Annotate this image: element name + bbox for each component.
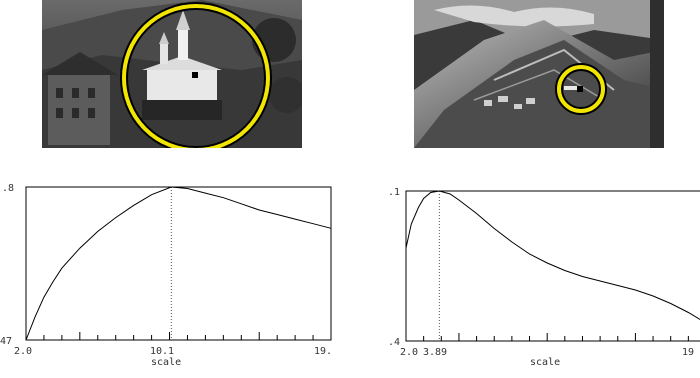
x-ticks — [405, 333, 689, 341]
plot-frame — [25, 186, 332, 341]
x-tick-peak: 3.89 — [423, 347, 447, 358]
chart-left: .8 47 2.0 10.1 19. scale — [0, 178, 340, 374]
photo-right-mountains — [414, 0, 664, 148]
x-tick-start: 2.0 — [14, 346, 32, 357]
y-tick-top: .1 — [388, 187, 400, 198]
chart-right: .1 .4 2.0 3.89 19 scale — [380, 178, 700, 374]
y-tick-bottom: .4 — [388, 337, 400, 348]
chart-left-svg: .8 47 2.0 10.1 19. scale — [0, 183, 332, 368]
mountain-image — [414, 0, 664, 148]
highlight-ring — [122, 4, 270, 148]
photo-left-church — [42, 0, 302, 148]
series-curve — [405, 190, 700, 321]
plot-frame — [405, 190, 700, 342]
x-tick-peak: 10.1 — [150, 346, 174, 357]
highlight-ring-small — [557, 65, 605, 113]
chart-right-svg: .1 .4 2.0 3.89 19 scale — [388, 187, 700, 368]
y-tick-bottom: 47 — [0, 336, 12, 347]
center-marker — [192, 72, 198, 78]
x-axis-label: scale — [151, 357, 181, 368]
x-tick-start: 2.0 — [400, 347, 418, 358]
series-curve — [25, 186, 332, 341]
center-marker-small — [577, 86, 583, 92]
y-tick-top: .8 — [2, 183, 14, 194]
church-image — [42, 0, 302, 148]
x-tick-end: 19. — [314, 346, 332, 357]
x-axis-label: scale — [530, 357, 560, 368]
x-tick-end: 19 — [682, 347, 694, 358]
x-ticks — [25, 332, 332, 340]
